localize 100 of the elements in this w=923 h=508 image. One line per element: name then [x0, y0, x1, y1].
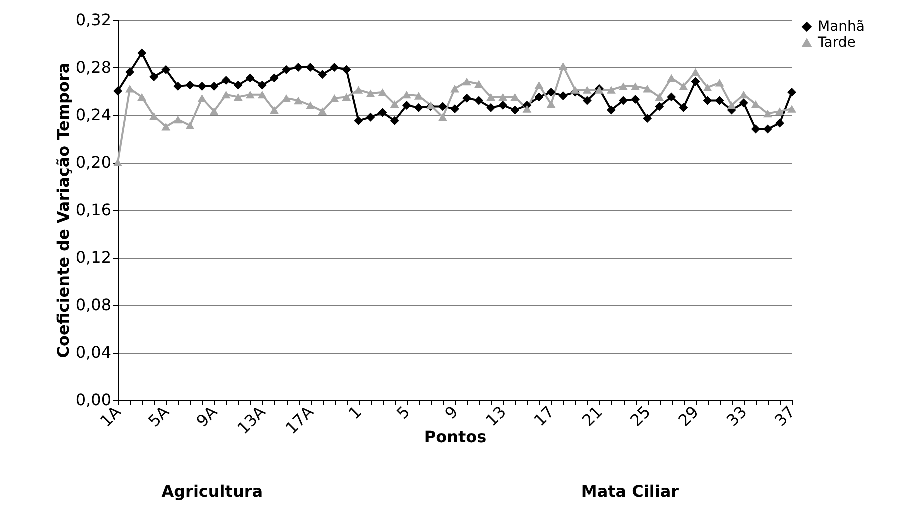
- point: [378, 88, 388, 96]
- x-tick-label: 5A: [144, 402, 174, 431]
- point: [402, 101, 412, 110]
- x-tick-label: 17A: [282, 402, 318, 438]
- point: [126, 68, 135, 77]
- point: [715, 96, 724, 106]
- y-tick-label: 0,16: [76, 200, 112, 220]
- point: [378, 108, 388, 118]
- legend-label: Tarde: [817, 35, 856, 51]
- x-tick-label: 9A: [192, 402, 222, 431]
- point: [691, 77, 700, 86]
- point: [222, 76, 231, 86]
- point: [294, 96, 304, 105]
- point: [522, 105, 532, 113]
- point: [703, 84, 712, 92]
- point: [486, 103, 496, 112]
- x-tick-label: 37: [771, 402, 799, 430]
- point: [246, 90, 255, 99]
- point: [126, 85, 135, 93]
- point: [679, 82, 688, 90]
- point: [438, 102, 448, 112]
- point: [450, 104, 460, 114]
- point: [655, 102, 664, 112]
- point: [631, 82, 640, 90]
- point: [619, 82, 628, 90]
- point: [570, 86, 580, 94]
- x-tick-label: 1: [344, 402, 366, 424]
- x-tick-label: 21: [578, 402, 606, 430]
- point: [282, 94, 291, 102]
- y-tick-label: 0,24: [76, 106, 112, 124]
- point: [558, 92, 568, 100]
- x-tick-label: 33: [722, 402, 751, 430]
- point: [258, 80, 267, 90]
- point: [174, 116, 183, 124]
- point: [390, 100, 400, 108]
- point: [138, 93, 147, 102]
- point: [606, 106, 616, 115]
- point: [234, 93, 243, 102]
- point: [162, 65, 171, 74]
- point: [751, 100, 760, 108]
- point: [643, 85, 652, 93]
- point: [486, 93, 496, 102]
- y-tick-label: 0,28: [76, 58, 112, 77]
- point: [655, 93, 664, 102]
- point: [186, 80, 195, 90]
- point: [474, 96, 484, 106]
- point: [631, 95, 640, 104]
- point: [763, 110, 772, 118]
- point: [462, 94, 472, 103]
- point: [114, 86, 122, 96]
- point: [150, 72, 159, 82]
- point: [222, 90, 231, 99]
- point: [775, 118, 784, 128]
- x-tick-label: 29: [674, 402, 703, 430]
- point: [414, 92, 424, 100]
- point: [282, 65, 291, 74]
- text: Mata Ciliar: [581, 482, 680, 501]
- point: [534, 92, 544, 102]
- point: [727, 102, 736, 110]
- point: [318, 108, 328, 116]
- point: [318, 70, 328, 80]
- point: [763, 124, 772, 134]
- x-tick-label: 9: [441, 402, 462, 424]
- y-tick-label: 0,00: [76, 390, 112, 410]
- x-tick-label: 17: [530, 402, 558, 430]
- y-tick-label: 0,12: [76, 248, 112, 267]
- point: [234, 80, 243, 90]
- point: [498, 93, 508, 102]
- point: [438, 114, 448, 122]
- point: [667, 74, 676, 82]
- point: [510, 106, 520, 115]
- legend-label: Manhã: [818, 19, 865, 35]
- point: [366, 112, 376, 122]
- point: [462, 78, 472, 86]
- point: [679, 103, 688, 112]
- point: [186, 122, 195, 130]
- point: [582, 96, 592, 106]
- point: [210, 108, 219, 116]
- point: [306, 102, 316, 110]
- y-tick-label: 0,08: [76, 296, 112, 314]
- point: [270, 74, 279, 83]
- point: [414, 103, 424, 112]
- point: [703, 96, 712, 106]
- point: [306, 63, 316, 72]
- y-axis-title: Coeficiente de Variação Tempora: [54, 62, 73, 358]
- y-tick-label: 0,32: [76, 10, 112, 30]
- point: [330, 63, 340, 72]
- y-tick-label: 0,04: [76, 343, 112, 362]
- point: [751, 124, 760, 134]
- point: [258, 90, 267, 99]
- point: [534, 81, 544, 90]
- point: [667, 92, 676, 102]
- point: [498, 101, 508, 110]
- point: [342, 93, 352, 102]
- point: [788, 105, 796, 113]
- point: [210, 82, 219, 91]
- x-tick-label: 13A: [234, 402, 270, 438]
- point: [775, 108, 784, 116]
- point: [558, 62, 568, 70]
- point: [330, 94, 340, 102]
